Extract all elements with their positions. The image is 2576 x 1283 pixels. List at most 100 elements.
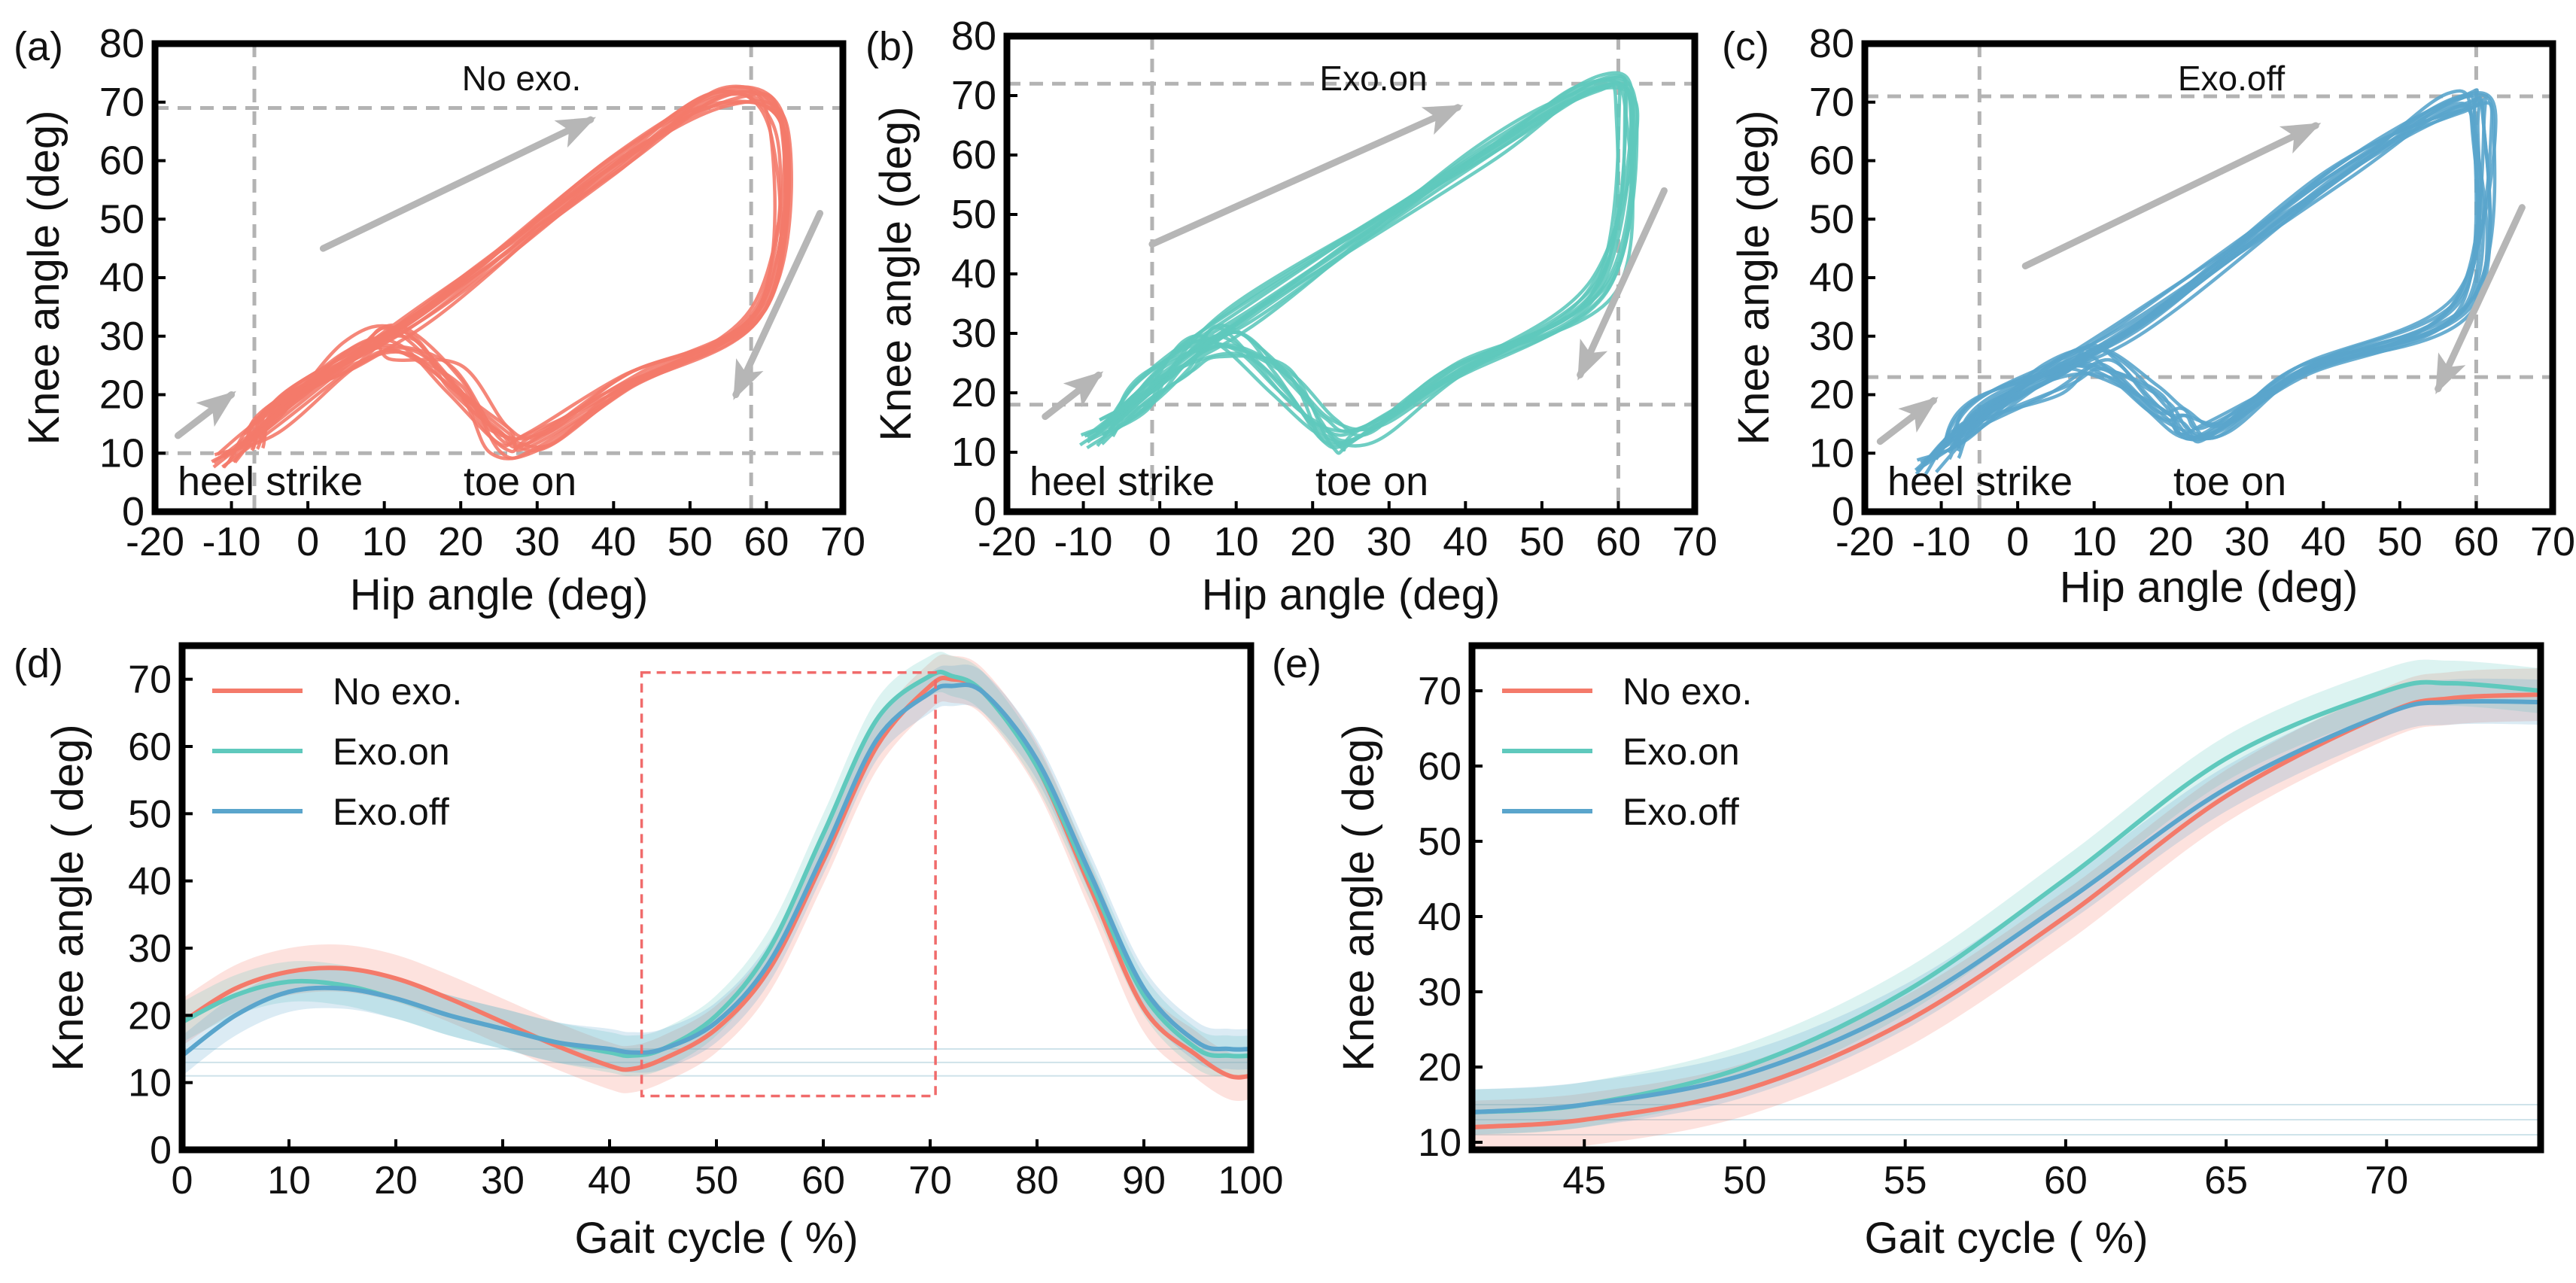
direction-arrow-shaft <box>732 209 824 398</box>
direction-arrow-shaft <box>2435 204 2526 393</box>
y-tick-label: 20 <box>128 994 172 1038</box>
y-tick-label: 50 <box>951 192 996 237</box>
x-tick-label: 60 <box>1595 519 1641 564</box>
plot-area <box>182 652 1251 1101</box>
x-tick-label: 55 <box>1884 1159 1927 1202</box>
legend-label: No exo. <box>333 670 462 713</box>
legend-label: Exo.off <box>1623 791 1739 833</box>
annotation-toe-on: toe on <box>464 459 576 504</box>
std-band-exo_off <box>1472 678 2541 1135</box>
y-tick-label: 30 <box>951 311 996 356</box>
x-tick-label: 10 <box>267 1159 311 1202</box>
x-tick-label: 70 <box>2530 519 2575 564</box>
plot-area <box>1472 659 2541 1150</box>
annotation-toe-on: toe on <box>1315 459 1428 504</box>
x-tick-label: 40 <box>1443 519 1488 564</box>
gait-cycle-trace <box>1924 102 2489 476</box>
y-tick-label: 20 <box>99 372 144 418</box>
x-tick-label: 30 <box>2225 519 2270 564</box>
y-tick-label: 10 <box>128 1062 172 1105</box>
annotation-heel-strike: heel strike <box>1887 459 2073 504</box>
direction-arrow-shaft <box>1148 104 1461 248</box>
gait-cycle-trace <box>212 92 788 469</box>
y-tick-label: 80 <box>99 21 144 66</box>
x-tick-label: 50 <box>1519 519 1565 564</box>
x-tick-label: 60 <box>2453 519 2498 564</box>
legend-label: No exo. <box>1623 670 1752 713</box>
gait-cycle-trace <box>1086 71 1635 451</box>
std-band-no_exo <box>1472 668 2541 1150</box>
x-tick-label: 40 <box>591 519 636 564</box>
direction-arrow-head <box>1421 105 1464 135</box>
y-tick-label: 50 <box>128 792 172 836</box>
plot-frame <box>1003 32 1699 515</box>
x-tick-label: 20 <box>374 1159 418 1202</box>
x-tick-label: 45 <box>1562 1159 1606 1202</box>
y-tick-label: 60 <box>951 132 996 178</box>
x-tick-label: 40 <box>588 1159 631 1202</box>
gait-cycle-trace <box>1089 78 1634 448</box>
x-axis-label: Hip angle (deg) <box>1202 570 1501 619</box>
x-tick-label: -10 <box>1054 519 1113 564</box>
y-tick-label: 30 <box>99 314 144 359</box>
gait-cycle-trace <box>1084 81 1622 455</box>
direction-arrow-head <box>733 358 764 400</box>
plot-frame <box>151 40 847 515</box>
x-tick-label: -10 <box>1912 519 1971 564</box>
panel-label: (b) <box>865 24 915 69</box>
gait-cycle-trace <box>230 99 789 457</box>
gait-cycle-trace <box>1935 97 2487 473</box>
y-tick-label: 70 <box>1809 80 1854 125</box>
y-axis-label: Knee angle (deg) <box>1729 111 1778 445</box>
panel-c: Exo.off heel strike toe on -20 -10 0 10 20 30 40 5… <box>1722 21 2575 612</box>
x-tick-label: 70 <box>1672 519 1717 564</box>
y-tick-label: 30 <box>1809 314 1854 359</box>
y-tick-label: 40 <box>1809 255 1854 300</box>
plot-frame <box>178 642 1255 1154</box>
direction-arrow-head <box>2279 123 2322 154</box>
x-axis-label: Hip angle (deg) <box>350 570 649 619</box>
x-tick-label: 80 <box>1015 1159 1059 1202</box>
y-tick-label: 50 <box>1418 820 1461 864</box>
y-tick-label: 10 <box>99 430 144 476</box>
y-tick-label: 80 <box>951 14 996 59</box>
x-tick-label: 50 <box>668 519 713 564</box>
x-tick-label: 30 <box>515 519 560 564</box>
x-tick-label: 20 <box>1290 519 1335 564</box>
panel-label: (a) <box>14 24 63 69</box>
gait-cycle-trace <box>1100 82 1637 445</box>
series-line-exo_on <box>1472 680 2541 1114</box>
x-tick-label: 90 <box>1122 1159 1166 1202</box>
y-tick-label: 40 <box>951 251 996 296</box>
y-tick-label: 60 <box>1418 745 1461 789</box>
direction-arrow-head <box>1898 397 1939 433</box>
direction-arrow-head <box>2435 352 2466 394</box>
x-tick-label: 20 <box>438 519 483 564</box>
x-tick-label: 0 <box>2006 519 2029 564</box>
x-tick-label: 10 <box>362 519 407 564</box>
y-tick-label: 20 <box>1809 372 1854 418</box>
x-tick-label: 10 <box>1214 519 1259 564</box>
x-tick-label: 0 <box>1148 519 1171 564</box>
series-line-exo_off <box>182 682 1251 1058</box>
gait-cycle-trace <box>1089 83 1635 443</box>
annotation-toe-on: toe on <box>2173 459 2286 504</box>
zoom-region-box <box>640 670 937 1098</box>
gait-cycle-trace <box>222 100 789 460</box>
x-tick-label: -20 <box>1835 519 1894 564</box>
y-tick-label: 70 <box>99 80 144 125</box>
y-tick-label: 60 <box>1809 138 1854 184</box>
y-tick-label: 50 <box>1809 196 1854 242</box>
y-tick-label: 0 <box>150 1129 172 1172</box>
direction-arrow-shaft <box>1577 187 1668 379</box>
y-tick-label: 80 <box>1809 21 1854 66</box>
x-tick-label: 0 <box>172 1159 193 1202</box>
y-tick-label: 30 <box>128 927 172 971</box>
y-tick-label: 70 <box>951 73 996 118</box>
panel-d: No exo. Exo.on Exo.off 0 10 20 30 40 50 60 70 80 90 1… <box>14 641 1283 1263</box>
y-axis-label: Knee angle ( deg) <box>44 724 93 1071</box>
panel-title: Exo.on <box>1319 59 1427 98</box>
std-band-no_exo <box>182 654 1251 1101</box>
x-tick-label: 70 <box>908 1159 952 1202</box>
legend-label: Exo.on <box>333 731 450 773</box>
